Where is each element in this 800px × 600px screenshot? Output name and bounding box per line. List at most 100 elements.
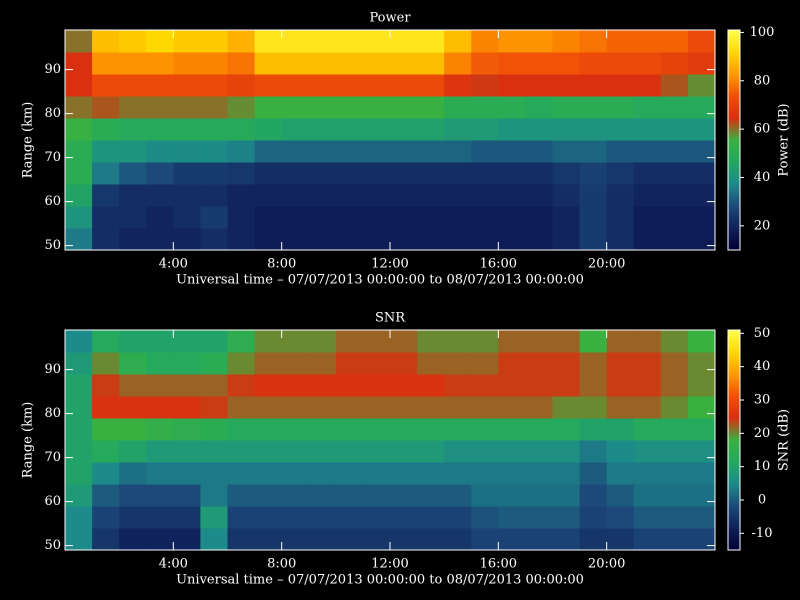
heat-cell xyxy=(417,184,445,207)
heat-cell xyxy=(281,140,310,163)
heat-cell xyxy=(173,118,201,141)
heat-cell xyxy=(200,30,228,53)
heat-cell xyxy=(308,52,337,75)
heat-cell xyxy=(254,184,283,207)
heat-cell xyxy=(227,184,256,207)
x-tick-label: 20:00 xyxy=(588,257,625,272)
heat-cell xyxy=(65,506,93,529)
heat-cell xyxy=(362,330,391,353)
heat-cell xyxy=(362,506,391,529)
heat-cell xyxy=(687,162,716,185)
heat-cell xyxy=(525,162,553,185)
heat-cell xyxy=(308,462,337,485)
heat-cell xyxy=(119,506,147,529)
heat-cell xyxy=(471,74,499,97)
heat-cell xyxy=(525,206,553,229)
y-axis-label: Range (km) xyxy=(21,102,36,179)
heat-cell xyxy=(498,140,526,163)
heat-cell xyxy=(362,96,391,119)
heat-cell xyxy=(687,484,716,507)
heat-cell xyxy=(390,418,418,441)
heat-cell xyxy=(633,184,662,207)
heat-cell xyxy=(335,118,364,141)
x-tick-label: 16:00 xyxy=(480,557,517,572)
heat-cell xyxy=(633,330,662,353)
heat-cell xyxy=(390,184,418,207)
heat-cell xyxy=(335,330,364,353)
heat-cell xyxy=(687,374,716,397)
colorbar-tick-label: 20 xyxy=(754,426,771,441)
heat-cell xyxy=(119,74,147,97)
heat-cell xyxy=(417,206,445,229)
heat-cell xyxy=(281,74,310,97)
heat-cell xyxy=(335,96,364,119)
heat-cell xyxy=(146,96,174,119)
heat-cell xyxy=(308,184,337,207)
heat-cell xyxy=(227,228,256,251)
heat-cell xyxy=(281,396,310,419)
heat-cell xyxy=(362,374,391,397)
heat-cell xyxy=(687,118,716,141)
heat-cell xyxy=(362,396,391,419)
heat-cell xyxy=(308,206,337,229)
heat-cell xyxy=(471,506,499,529)
heat-cell xyxy=(146,418,174,441)
heat-cell xyxy=(525,184,553,207)
heat-cell xyxy=(362,162,391,185)
heat-cell xyxy=(146,206,174,229)
heat-cell xyxy=(606,528,635,551)
heat-cell xyxy=(444,418,472,441)
heat-cell xyxy=(362,462,391,485)
heat-cell xyxy=(362,528,391,551)
heat-cell xyxy=(687,206,716,229)
heat-cell xyxy=(200,396,228,419)
heat-cell xyxy=(471,396,499,419)
heat-cell xyxy=(390,228,418,251)
heat-cell xyxy=(417,228,445,251)
heat-cell xyxy=(335,162,364,185)
heat-cell xyxy=(390,374,418,397)
heat-cell xyxy=(660,118,689,141)
heat-cell xyxy=(254,440,283,463)
heat-cell xyxy=(308,118,337,141)
heat-cell xyxy=(417,30,445,53)
heat-cell xyxy=(146,330,174,353)
heat-cell xyxy=(308,374,337,397)
heat-cell xyxy=(444,440,472,463)
colorbar xyxy=(727,29,741,251)
heat-cell xyxy=(227,528,256,551)
heat-cell xyxy=(579,96,608,119)
heat-cell xyxy=(579,74,608,97)
heat-cell xyxy=(579,52,608,75)
heat-cell xyxy=(552,140,581,163)
heat-cell xyxy=(335,484,364,507)
heat-cell xyxy=(606,462,635,485)
heat-cell xyxy=(119,440,147,463)
heat-cell xyxy=(552,440,581,463)
heat-cell xyxy=(200,418,228,441)
heat-cell xyxy=(471,162,499,185)
heat-cell xyxy=(444,74,472,97)
heat-cell xyxy=(281,506,310,529)
heat-cell xyxy=(119,418,147,441)
heat-cell xyxy=(606,74,635,97)
heat-cell xyxy=(173,140,201,163)
colorbar-tick-label: 30 xyxy=(754,393,771,408)
heat-cell xyxy=(687,52,716,75)
heat-cell xyxy=(281,228,310,251)
heat-cell xyxy=(579,462,608,485)
heat-cell xyxy=(471,140,499,163)
heat-cell xyxy=(390,440,418,463)
heat-cell xyxy=(146,140,174,163)
colorbar xyxy=(727,329,741,551)
heat-cell xyxy=(687,228,716,251)
heat-cell xyxy=(687,96,716,119)
heat-cell xyxy=(390,506,418,529)
heat-cell xyxy=(525,52,553,75)
y-tick-label: 50 xyxy=(44,238,61,253)
y-tick-label: 90 xyxy=(44,362,61,377)
heat-cell xyxy=(254,206,283,229)
heat-cell xyxy=(579,206,608,229)
heat-cell xyxy=(471,484,499,507)
